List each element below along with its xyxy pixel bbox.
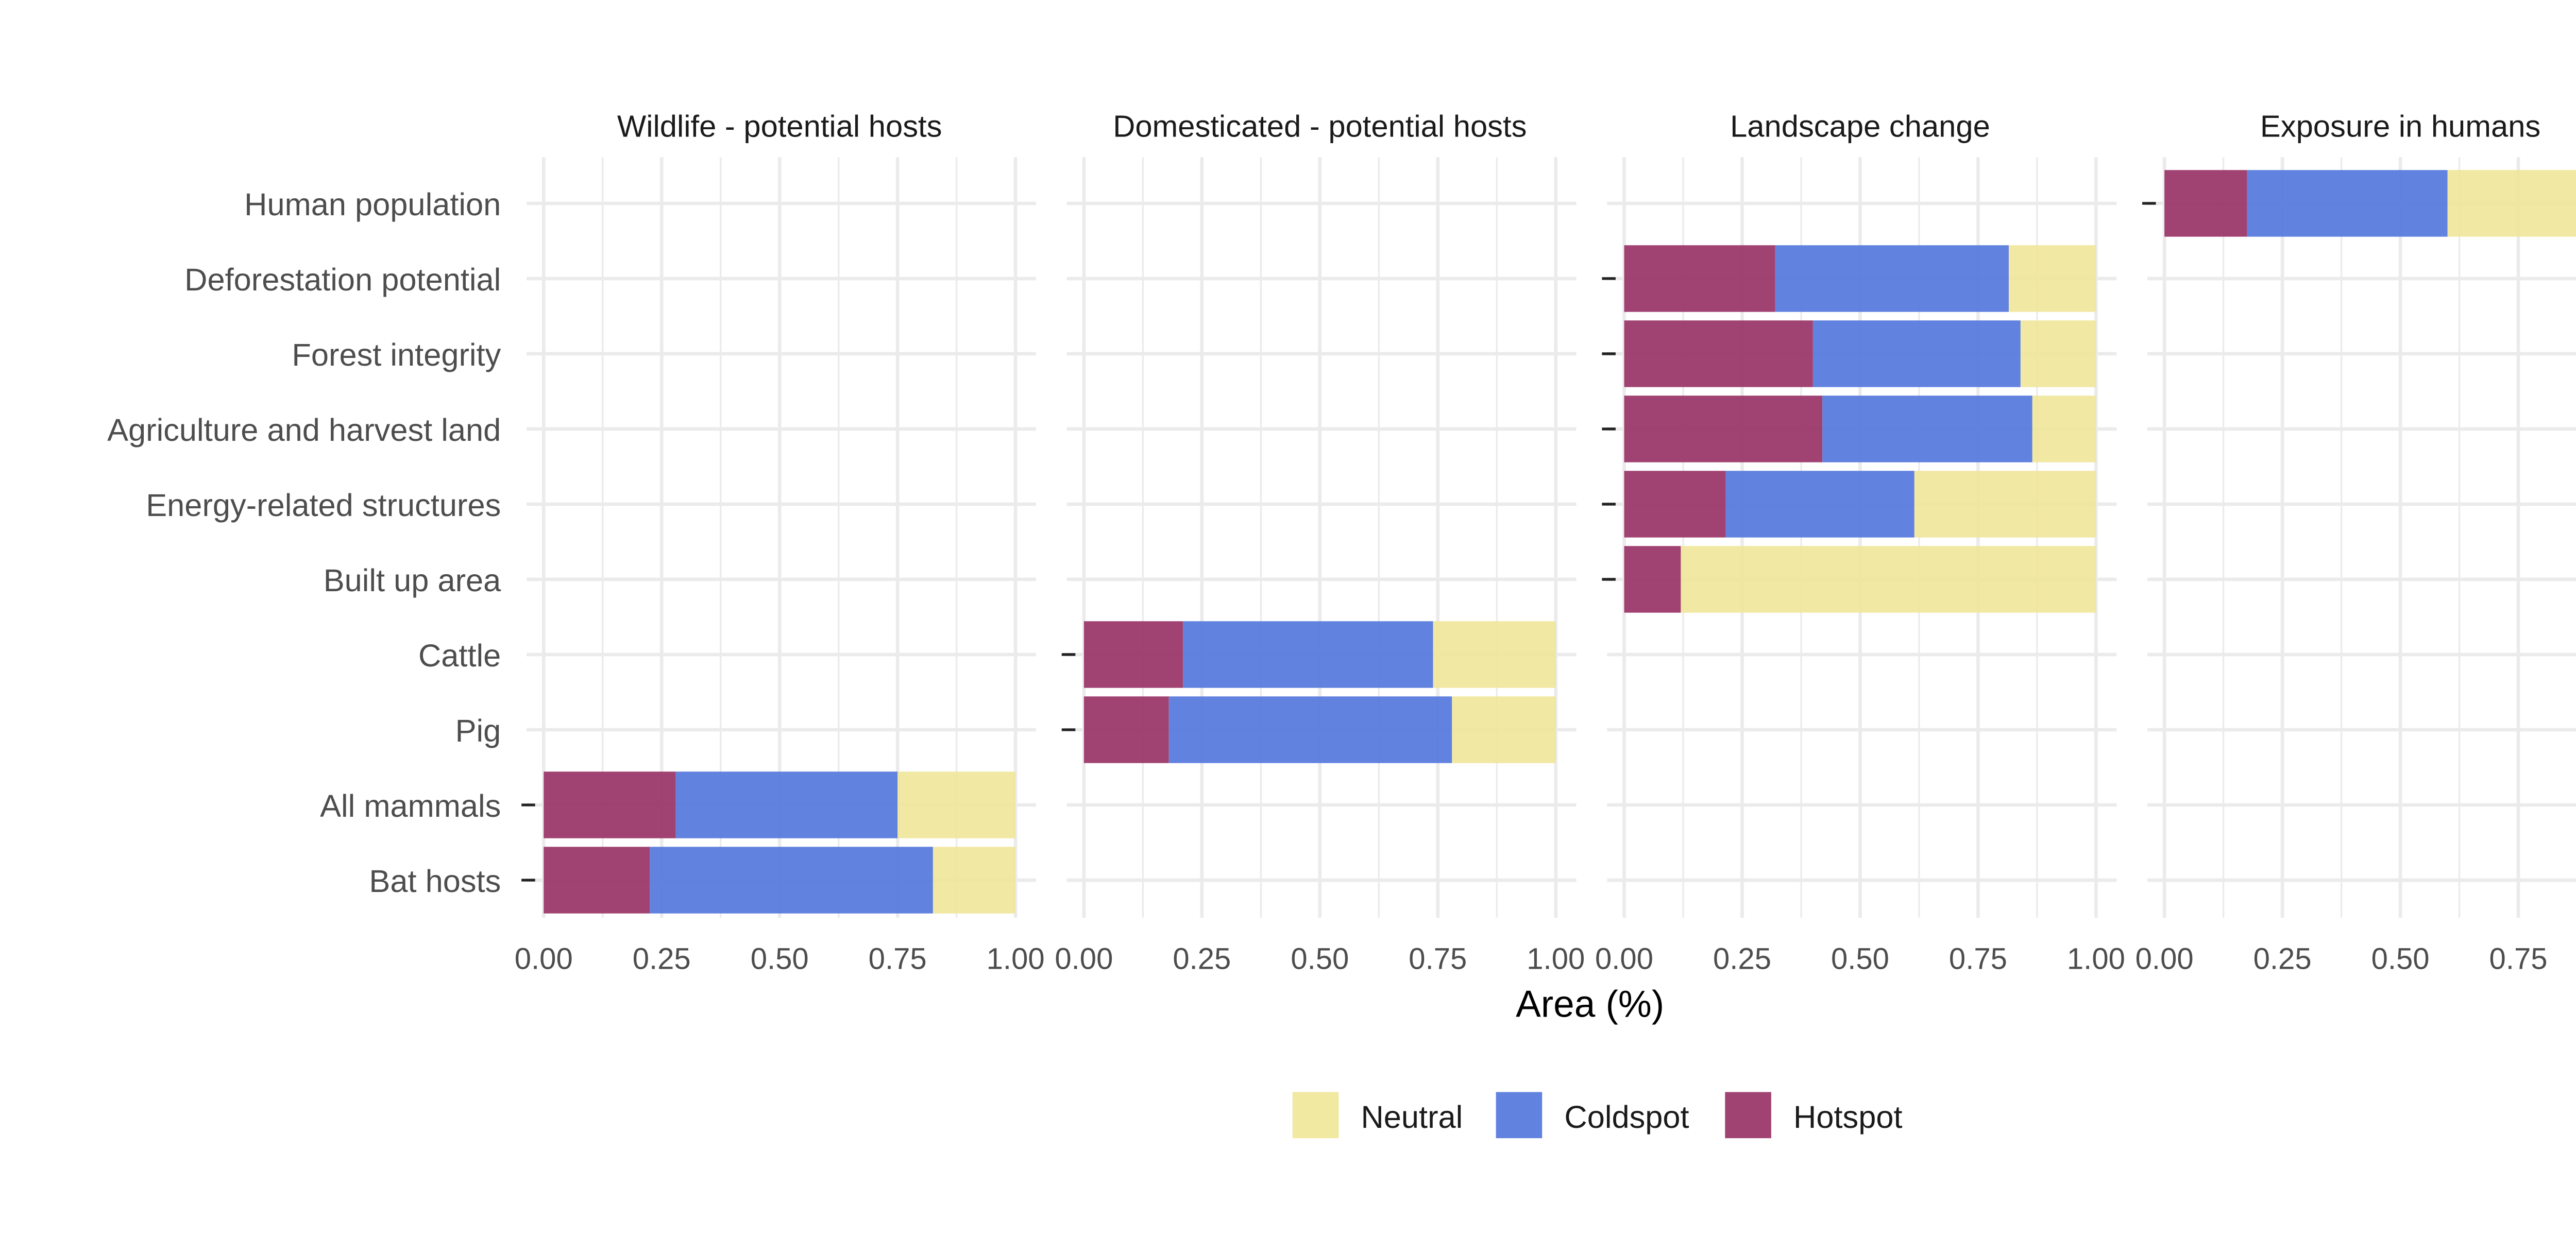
bar-segment-neutral: [897, 771, 1016, 838]
y-tick-label: Deforestation potential: [184, 262, 501, 298]
x-tick-label: 0.50: [1831, 942, 1889, 976]
bar-segment-coldspot: [1168, 696, 1452, 763]
bar-segment-hotspot: [1624, 396, 1823, 462]
facet-title: Exposure in humans: [2260, 109, 2540, 143]
x-tick-label: 0.25: [2253, 942, 2312, 976]
bar-segment-coldspot: [1775, 245, 2009, 312]
y-tick-label: Energy-related structures: [146, 488, 501, 523]
y-tick-label: Built up area: [324, 563, 501, 598]
legend-label-coldspot: Coldspot: [1564, 1100, 1689, 1135]
x-tick-label: 0.25: [1713, 942, 1771, 976]
x-tick-label: 0.50: [751, 942, 809, 976]
bar-segment-hotspot: [1624, 245, 1775, 312]
bar-segment-coldspot: [2247, 170, 2448, 237]
x-tick-label: 0.75: [2489, 942, 2548, 976]
bar-segment-hotspot: [1083, 621, 1183, 688]
x-tick-label: 0.75: [869, 942, 927, 976]
x-axis-title: Area (%): [1516, 983, 1664, 1025]
y-tick-label: Cattle: [418, 638, 501, 674]
bar-segment-neutral: [2008, 245, 2096, 312]
x-tick-label: 0.25: [1173, 942, 1231, 976]
bar-segment-coldspot: [1822, 396, 2032, 462]
y-tick-label: Bat hosts: [369, 864, 501, 899]
bar-segment-neutral: [2032, 396, 2096, 462]
y-tick-label: Agriculture and harvest land: [107, 413, 501, 448]
x-tick-label: 0.50: [2371, 942, 2430, 976]
x-tick-label: 0.00: [1595, 942, 1653, 976]
x-tick-label: 1.00: [1527, 942, 1585, 976]
facet-title: Wildlife - potential hosts: [617, 109, 942, 143]
x-tick-label: 0.75: [1949, 942, 2007, 976]
legend-label-neutral: Neutral: [1361, 1100, 1463, 1135]
y-tick-label: Forest integrity: [292, 337, 501, 373]
bar-segment-hotspot: [1624, 471, 1726, 538]
bar-segment-hotspot: [544, 847, 650, 914]
x-tick-label: 1.00: [987, 942, 1045, 976]
x-tick-label: 0.25: [633, 942, 691, 976]
bar-segment-coldspot: [675, 771, 898, 838]
bar-segment-coldspot: [1812, 320, 2021, 387]
facet-title: Domesticated - potential hosts: [1113, 109, 1527, 143]
bar-segment-neutral: [1681, 546, 2096, 613]
bar-segment-neutral: [933, 847, 1016, 914]
bar-segment-neutral: [1433, 621, 1556, 688]
bar-segment-hotspot: [1624, 546, 1681, 613]
x-tick-label: 0.50: [1291, 942, 1349, 976]
x-tick-label: 0.00: [1055, 942, 1113, 976]
y-tick-label: Human population: [244, 187, 501, 222]
x-tick-label: 1.00: [2067, 942, 2125, 976]
bar-segment-hotspot: [544, 771, 676, 838]
bar-segment-neutral: [1452, 696, 1556, 763]
x-tick-label: 0.00: [515, 942, 573, 976]
bar-segment-neutral: [2447, 170, 2576, 237]
x-tick-label: 0.00: [2136, 942, 2194, 976]
bar-segment-neutral: [1914, 471, 2096, 538]
legend-key-coldspot: [1496, 1092, 1543, 1139]
x-tick-label: 0.75: [1409, 942, 1467, 976]
y-tick-label: All mammals: [320, 788, 501, 824]
bar-segment-coldspot: [1183, 621, 1433, 688]
legend-key-neutral: [1292, 1092, 1339, 1139]
bar-segment-hotspot: [1083, 696, 1169, 763]
bar-segment-coldspot: [1725, 471, 1914, 538]
legend-key-hotspot: [1725, 1092, 1771, 1139]
bar-segment-hotspot: [1624, 320, 1813, 387]
facet-title: Landscape change: [1730, 109, 1990, 143]
bar-segment-neutral: [2020, 320, 2096, 387]
y-tick-label: Pig: [455, 713, 501, 749]
legend-label-hotspot: Hotspot: [1793, 1100, 1903, 1135]
bar-segment-coldspot: [650, 847, 933, 914]
bar-segment-hotspot: [2164, 170, 2247, 237]
